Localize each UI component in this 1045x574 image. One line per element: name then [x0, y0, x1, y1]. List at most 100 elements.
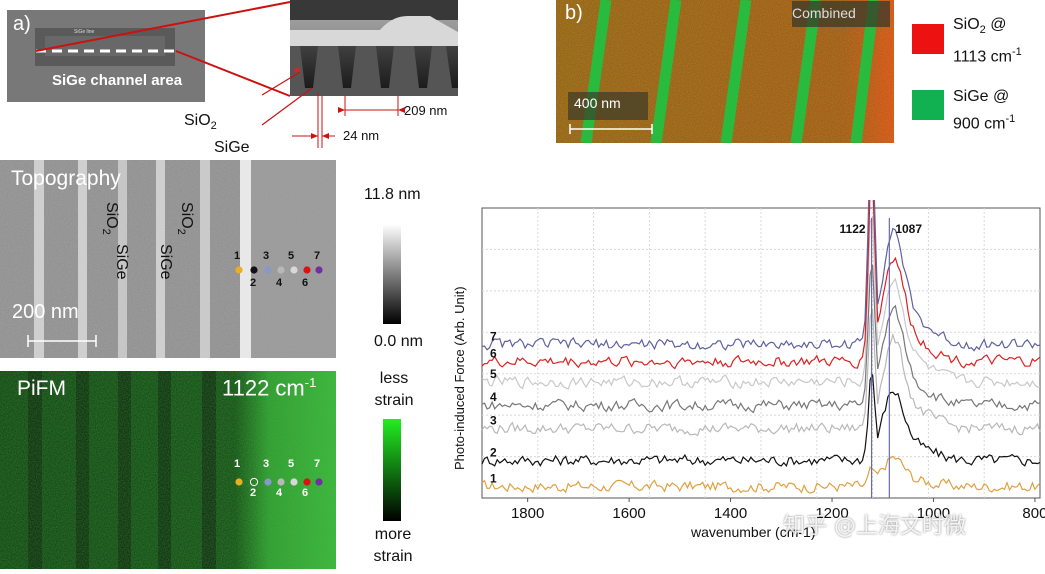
stripe-label-sige-2: SiGe — [157, 244, 174, 280]
pifm-point-5 — [290, 478, 298, 486]
series-label-4: 4 — [490, 390, 497, 404]
series-line-1 — [481, 455, 1041, 494]
peak-label-1122: 1122 — [840, 222, 866, 236]
spectra-chart: 1800 1600 1400 1200 1000 800 1 2 3 4 5 6 7 1122 1087… — [440, 137, 1045, 569]
peak-annotations: 1122 1087 — [840, 222, 923, 236]
legend-swatch-sige — [912, 90, 944, 120]
topography-colorbar — [383, 224, 401, 324]
topo-point-7 — [315, 266, 323, 274]
legend-text-sige: SiGe @ 900 cm-1 — [953, 88, 1016, 133]
pifm-title: PiFM — [17, 377, 66, 400]
series-line-5 — [481, 216, 1041, 390]
spectra-plot: 1800 1600 1400 1200 1000 800 1 2 3 4 5 6 7 1122 1087 — [481, 137, 1045, 522]
combined-map — [556, 0, 894, 143]
pifm-point-2 — [249, 477, 259, 487]
series-line-7 — [481, 137, 1041, 352]
panel-a: a) SiGe line SiGe channel area SiO2 SiGe… — [0, 0, 460, 160]
x-tick-label: 800 — [1022, 505, 1045, 522]
series-label-1: 1 — [490, 471, 497, 485]
sio2-label: SiO2 — [184, 112, 217, 133]
topography-image — [0, 160, 336, 358]
panel-a-figure — [7, 0, 458, 148]
pifm-wavenumber: 1122 cm-1 — [222, 375, 317, 401]
topo-point-label-1: 1 — [234, 250, 241, 262]
series-line-3 — [481, 309, 1041, 437]
stripe-label-sige-1: SiGe — [113, 244, 130, 280]
series-label-5: 5 — [490, 367, 497, 381]
topo-point-3 — [264, 266, 272, 274]
dim-24-label: 24 nm — [343, 128, 380, 143]
topo-point-label-4: 4 — [276, 277, 283, 289]
pifm-point-1 — [235, 478, 243, 486]
topography-colorbar-max: 11.8 nm — [364, 186, 421, 203]
pifm-point-label-4: 4 — [276, 487, 283, 499]
x-tick-label: 1600 — [612, 505, 645, 522]
pifm-point-label-3: 3 — [263, 458, 270, 470]
series-line-4 — [481, 264, 1041, 414]
sem-trenches — [300, 46, 458, 88]
x-tick-label: 1400 — [714, 505, 747, 522]
panel-b-legend: SiO2 @ 1113 cm-1 SiGe @ 900 cm-1 — [910, 12, 1040, 132]
x-ticks: 1800 1600 1400 1200 1000 800 — [511, 498, 1045, 522]
channel-area-label: SiGe channel area — [52, 72, 183, 89]
series-label-2: 2 — [490, 445, 497, 459]
chip-tiny-text: SiGe line — [74, 29, 95, 35]
combined-label: Combined — [792, 5, 856, 21]
sige-label: SiGe — [214, 139, 250, 156]
stripe-label-sio2-2: SiO2 — [174, 202, 195, 235]
pifm-point-label-6: 6 — [302, 487, 309, 499]
panel-b: b) Combined 400 nm — [556, 0, 894, 143]
topography-colorbar-min: 0.0 nm — [374, 333, 423, 350]
series-label-3: 3 — [490, 413, 497, 427]
x-tick-label: 1800 — [511, 505, 544, 522]
pifm-colorbar — [383, 419, 401, 521]
legend-swatch-sio2 — [912, 24, 944, 54]
topo-point-1 — [235, 266, 243, 274]
topography-title: Topography — [11, 167, 121, 190]
pifm-image — [0, 371, 336, 569]
topo-point-label-5: 5 — [288, 250, 295, 262]
series-label-7: 7 — [490, 329, 497, 343]
topo-point-4 — [277, 266, 285, 274]
panel-a-label: a) — [13, 13, 31, 35]
topo-point-label-6: 6 — [302, 277, 309, 289]
peak-label-1087: 1087 — [895, 222, 922, 236]
pifm-panel: PiFM 1122 cm-1 1 3 5 7 2 4 6 — [0, 371, 336, 569]
topo-point-label-7: 7 — [314, 250, 321, 262]
pifm-points — [235, 477, 323, 487]
series-label-6: 6 — [490, 347, 497, 361]
series-line-2 — [481, 374, 1041, 468]
legend-text-sio2: SiO2 @ 1113 cm-1 — [953, 16, 1022, 66]
pifm-point-label-7: 7 — [314, 458, 321, 470]
series-line-6 — [481, 179, 1041, 370]
y-axis-label: Photo-induced Force (Arb. Unit) — [452, 286, 467, 470]
topo-point-label-3: 3 — [263, 250, 270, 262]
panel-b-scale-label: 400 nm — [574, 95, 621, 111]
pifm-point-label-1: 1 — [234, 458, 241, 470]
panel-b-label: b) — [565, 2, 583, 24]
pifm-point-4 — [277, 478, 285, 486]
pifm-point-label-2: 2 — [250, 487, 257, 499]
plot-grid — [482, 208, 1040, 498]
topo-point-6 — [303, 266, 311, 274]
peak-lines — [870, 218, 890, 498]
x-tick-label: 1200 — [815, 505, 848, 522]
topo-point-2 — [250, 266, 258, 274]
topo-point-5 — [290, 266, 298, 274]
stripe-label-sio2-1: SiO2 — [99, 202, 120, 235]
topography-points — [235, 266, 323, 274]
x-tick-label: 1000 — [917, 505, 950, 522]
topography-scale-label: 200 nm — [12, 301, 79, 323]
dim-209-label: 209 nm — [404, 103, 448, 118]
plot-series — [481, 137, 1041, 494]
pifm-point-label-5: 5 — [288, 458, 295, 470]
topo-point-label-2: 2 — [250, 277, 257, 289]
pifm-colorbar-label-bottom: more strain — [373, 526, 413, 565]
topography-panel: Topography 200 nm SiO2 SiGe SiO2 SiGe 1 … — [0, 160, 336, 358]
pifm-point-6 — [303, 478, 311, 486]
series-labels: 1 2 3 4 5 6 7 — [490, 329, 497, 485]
pifm-colorbar-label-top: less strain — [374, 370, 414, 409]
x-axis-label: wavenumber (cm-1) — [691, 524, 816, 540]
pifm-point-3 — [264, 478, 272, 486]
watermark: 知乎 @上海文时微 — [783, 514, 966, 539]
